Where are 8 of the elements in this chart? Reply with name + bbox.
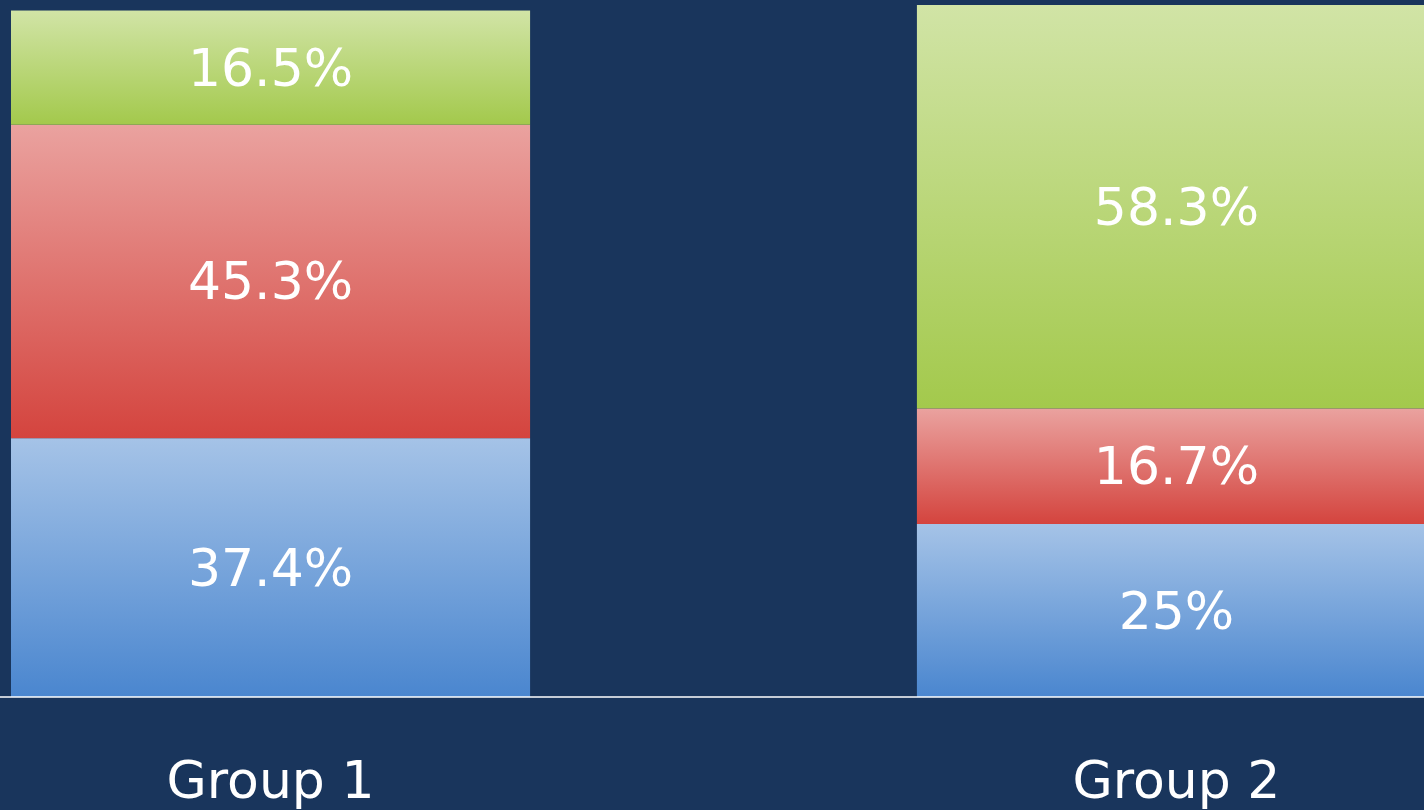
data-label: 37.4% [187,537,354,598]
data-label: 45.3% [187,251,354,312]
data-label: 16.5% [187,37,354,98]
data-label: 58.3% [1093,176,1260,237]
data-label: 25% [1118,580,1235,641]
x-tick-label: Group 1 [166,750,375,810]
data-label: 16.7% [1093,436,1260,497]
x-tick-label: Group 2 [1072,750,1281,810]
